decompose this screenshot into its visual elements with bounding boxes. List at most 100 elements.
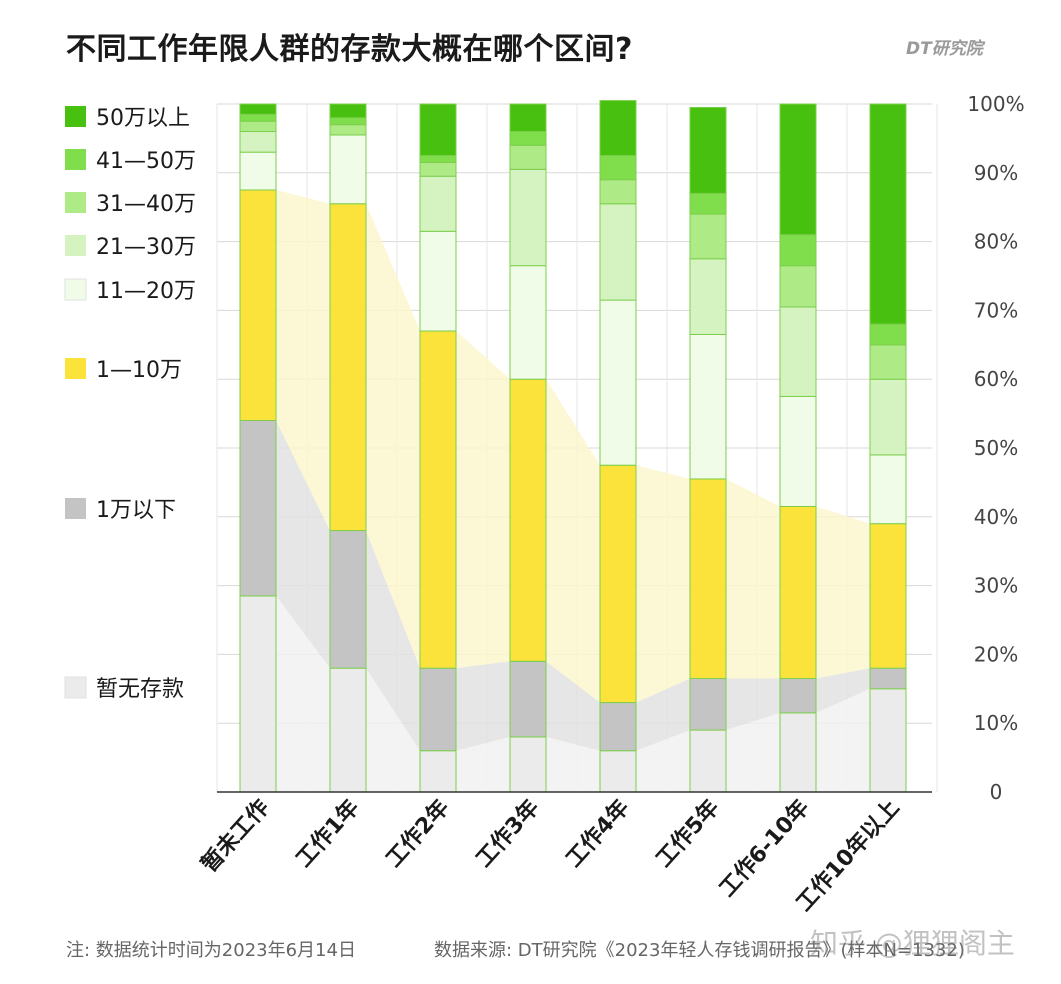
legend-swatch <box>64 676 87 699</box>
data-source: 数据来源: DT研究院《2023年轻人存钱调研报告》(样本N=1332) <box>434 940 965 961</box>
bar-segment <box>239 151 277 191</box>
trend-band-1 <box>240 595 906 792</box>
bar-segment <box>419 155 457 163</box>
bar-segment <box>599 155 637 181</box>
bar-segment <box>509 131 547 146</box>
bar-segment <box>689 258 727 335</box>
bar-segment <box>329 530 367 669</box>
bar-segment <box>689 729 727 793</box>
bar-segment <box>689 333 727 480</box>
bar-segment <box>689 106 727 194</box>
bar-segment <box>779 306 817 397</box>
bar-segment <box>689 192 727 215</box>
bar-segment <box>869 378 907 456</box>
bar-segment <box>509 168 547 267</box>
x-category-label: 工作5年 <box>651 795 725 873</box>
bar-segment <box>689 213 727 260</box>
bar-segment <box>509 736 547 793</box>
bar-segment <box>329 203 367 532</box>
brand-logo: DT研究院 <box>906 39 983 59</box>
legend-label: 1万以下 <box>96 498 176 523</box>
x-category-label: 工作3年 <box>471 795 545 873</box>
legend-label: 50万以上 <box>96 106 190 131</box>
footnote: 注: 数据统计时间为2023年6月14日 <box>66 940 356 961</box>
bar-segment <box>509 660 547 738</box>
bar-segment <box>869 323 907 346</box>
bar-segment <box>419 103 457 157</box>
y-tick-label: 100% <box>967 92 1024 116</box>
bar-segment <box>599 750 637 793</box>
y-tick-label: 40% <box>974 505 1018 529</box>
bar-segment <box>239 595 277 793</box>
bar-segment <box>779 505 817 679</box>
bar-segment <box>239 189 277 421</box>
bar-segment <box>419 175 457 232</box>
bar-segment <box>599 702 637 752</box>
y-tick-label: 30% <box>974 574 1018 598</box>
trend-bands <box>240 190 906 792</box>
bar-segment <box>239 419 277 597</box>
bar-segment <box>419 667 457 752</box>
legend-label: 31—40万 <box>96 192 196 217</box>
bar-segment <box>509 378 547 662</box>
trend-band-3 <box>240 190 906 703</box>
legend-swatch <box>65 106 86 127</box>
bar-segment <box>329 667 367 793</box>
bar-segment <box>689 677 727 731</box>
bar-segment <box>419 750 457 793</box>
bar-segment <box>599 203 637 301</box>
bar-segment <box>869 103 907 325</box>
legend-swatch <box>65 235 86 256</box>
bar-segment <box>599 464 637 704</box>
legend-swatch <box>65 149 86 170</box>
bar-segment <box>509 265 547 380</box>
bar-segment <box>239 120 277 133</box>
bar-segment <box>599 100 637 157</box>
legend: 50万以上 41—50万 31—40万 21—30万 11—20万 1—10万 1万以下暂无… <box>64 106 196 702</box>
bar-segment <box>239 113 277 122</box>
bar-segment <box>869 688 907 793</box>
legend-swatch <box>64 278 87 301</box>
bar-segment <box>599 299 637 466</box>
trend-band-2 <box>240 420 906 751</box>
legend-swatch <box>65 358 86 379</box>
bar-segment <box>779 234 817 267</box>
bar-segment <box>329 124 367 136</box>
bar-segment <box>779 677 817 714</box>
y-tick-label: 70% <box>974 298 1018 322</box>
y-tick-label: 0 <box>990 780 1003 804</box>
legend-swatch <box>65 498 86 519</box>
y-tick-label: 50% <box>974 436 1018 460</box>
bar-segment <box>869 344 907 380</box>
bar-segment <box>779 265 817 308</box>
bar-segment <box>419 330 457 669</box>
legend-label: 41—50万 <box>96 149 196 174</box>
bar-segment <box>509 103 547 133</box>
bar-segment <box>779 103 817 236</box>
x-category-label: 暂未工作 <box>196 795 274 878</box>
bar-segment <box>239 103 277 115</box>
x-category-label: 工作1年 <box>291 795 365 873</box>
legend-label: 暂无存款 <box>96 677 184 702</box>
y-tick-label: 60% <box>974 367 1018 391</box>
x-category-label: 工作6-10年 <box>714 795 814 902</box>
x-category-label: 工作2年 <box>381 795 455 873</box>
legend-label: 11—20万 <box>96 279 196 304</box>
legend-label: 21—30万 <box>96 235 196 260</box>
y-tick-label: 10% <box>974 711 1018 735</box>
bar-segment <box>689 478 727 679</box>
bar-segment <box>239 131 277 153</box>
bar-segment <box>869 667 907 690</box>
bar-segment <box>599 179 637 205</box>
watermark: 知乎 @狸狸阁主 <box>810 927 1015 960</box>
x-category-label: 工作4年 <box>561 795 635 873</box>
bar-segment <box>779 712 817 793</box>
bar-segment <box>329 117 367 126</box>
bar-segment <box>779 395 817 507</box>
bar-segment <box>869 454 907 525</box>
legend-label: 1—10万 <box>96 358 182 383</box>
bar-segment <box>419 161 457 177</box>
chart-title: 不同工作年限人群的存款大概在哪个区间? <box>66 32 633 67</box>
y-tick-label: 90% <box>974 161 1018 185</box>
